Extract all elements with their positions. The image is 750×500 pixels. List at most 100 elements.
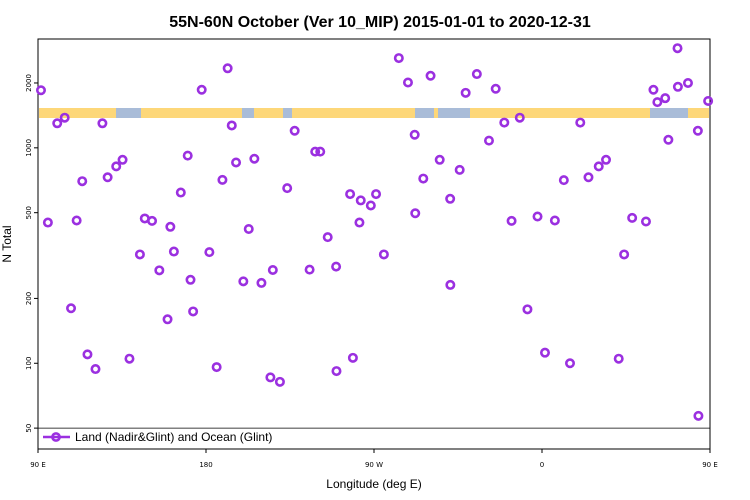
data-point (522, 304, 533, 315)
data-point (499, 117, 510, 128)
data-point (188, 306, 199, 317)
data-point (282, 183, 293, 194)
data-point (345, 189, 356, 200)
data-point (331, 261, 342, 272)
data-point (304, 264, 315, 275)
data-point (692, 125, 703, 136)
y-tick-label: 2000 (25, 74, 33, 92)
legend: Land (Nadir&Glint) and Ocean (Glint) (43, 430, 272, 444)
data-point (182, 150, 193, 161)
data-point (185, 274, 196, 285)
data-point (204, 247, 215, 258)
data-point (682, 77, 693, 88)
data-point (196, 84, 207, 95)
data-point (371, 189, 382, 200)
data-point (378, 249, 389, 260)
data-point (42, 217, 53, 228)
data-point (267, 264, 278, 275)
data-point (593, 161, 604, 172)
data-point (256, 277, 267, 288)
data-point (648, 84, 659, 95)
data-point (162, 314, 173, 325)
y-tick-label: 100 (25, 357, 33, 370)
band-segment (470, 108, 650, 118)
data-point (640, 216, 651, 227)
data-point (165, 221, 176, 232)
data-point (672, 43, 683, 54)
legend-label: Land (Nadir&Glint) and Ocean (Glint) (75, 430, 272, 444)
data-point (454, 164, 465, 175)
data-point (59, 112, 70, 123)
data-point (619, 249, 630, 260)
data-point (222, 63, 233, 74)
data-point (249, 153, 260, 164)
data-point (77, 176, 88, 187)
x-tick-label: 180 (199, 461, 212, 469)
data-point (66, 303, 77, 314)
data-point (490, 83, 501, 94)
data-point (402, 77, 413, 88)
data-point (601, 154, 612, 165)
data-point (434, 154, 445, 165)
data-point (82, 349, 93, 360)
y-axis: 50 100 200 500 1000 2000 (25, 74, 38, 433)
y-tick-label: 200 (25, 292, 33, 305)
data-point (315, 146, 326, 157)
data-point (471, 69, 482, 80)
data-point (71, 215, 82, 226)
data-point (365, 200, 376, 211)
data-point (532, 211, 543, 222)
data-point (265, 372, 276, 383)
data-point (238, 276, 249, 287)
plot-frame (37, 38, 711, 450)
data-point (693, 410, 704, 421)
chart-title: 55N-60N October (Ver 10_MIP) 2015-01-01 … (169, 14, 591, 31)
data-point (331, 366, 342, 377)
data-point (154, 265, 165, 276)
data-point (90, 364, 101, 375)
data-point (322, 232, 333, 243)
data-point (274, 376, 285, 387)
data-point (102, 172, 113, 183)
data-point (445, 279, 456, 290)
data-point (354, 217, 365, 228)
data-point (217, 174, 228, 185)
x-axis-label: Longitude (deg E) (326, 477, 421, 491)
data-point (506, 215, 517, 226)
data-point (289, 125, 300, 136)
data-point (409, 129, 420, 140)
data-point (613, 353, 624, 364)
data-point (35, 85, 46, 96)
data-point (460, 87, 471, 98)
data-point (652, 97, 663, 108)
data-point (52, 118, 63, 129)
data-point (117, 154, 128, 165)
data-point (703, 95, 714, 106)
land-ocean-band (39, 108, 709, 118)
data-point (663, 134, 674, 145)
x-axis: 90 E 180 90 W 0 90 E (30, 449, 718, 469)
data-point (410, 208, 421, 219)
data-point (111, 161, 122, 172)
data-point (575, 117, 586, 128)
x-tick-label: 0 (540, 461, 544, 469)
data-point (211, 362, 222, 373)
data-point (660, 93, 671, 104)
data-point (549, 215, 560, 226)
band-segment (141, 108, 242, 118)
data-point (310, 146, 321, 157)
band-segment (688, 108, 709, 118)
data-point (539, 347, 550, 358)
x-tick-label: 90 W (365, 461, 383, 469)
data-point (514, 112, 525, 123)
y-tick-label: 50 (25, 424, 33, 433)
data-points (35, 43, 714, 421)
band-segment (434, 108, 438, 118)
data-point (445, 193, 456, 204)
data-point (226, 120, 237, 131)
band-segment (39, 108, 116, 118)
data-point (124, 353, 135, 364)
data-point (583, 172, 594, 183)
y-axis-label: N Total (0, 225, 14, 262)
